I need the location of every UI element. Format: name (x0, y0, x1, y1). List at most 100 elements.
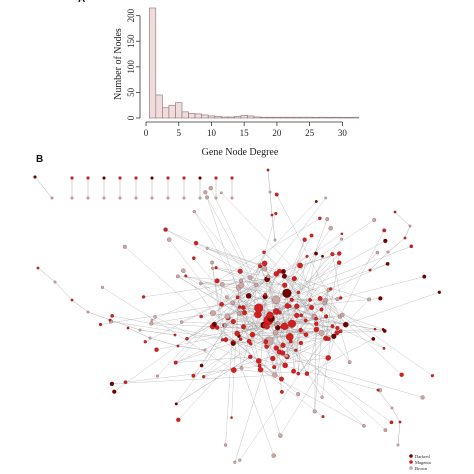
network-edge (276, 292, 440, 349)
network-edge (336, 330, 385, 333)
network-edge (227, 271, 284, 318)
network-node (378, 296, 383, 301)
network-node (272, 372, 278, 378)
network-edge (394, 211, 411, 227)
network-node (281, 273, 287, 279)
network-node (375, 250, 380, 255)
network-edge (216, 267, 312, 308)
network-node (173, 360, 178, 365)
network-node (277, 310, 282, 315)
network-node (230, 416, 233, 419)
network-node (304, 371, 310, 376)
network-edge (249, 277, 307, 335)
network-node (386, 250, 390, 254)
network-node (430, 374, 434, 378)
network-node (298, 340, 304, 346)
x-tick-label: 5 (176, 128, 181, 138)
network-node (282, 282, 288, 288)
network-node (334, 330, 340, 336)
network-node (102, 196, 106, 200)
network-node (185, 336, 189, 341)
network-node (399, 372, 404, 377)
histogram-bars (148, 7, 360, 119)
network-node (192, 256, 196, 260)
network-edge (102, 287, 234, 371)
network-node (376, 388, 380, 392)
network-edge (143, 276, 285, 298)
network-node (53, 280, 57, 284)
network-node (324, 314, 329, 319)
histogram-bar (338, 117, 346, 119)
network-edge (260, 294, 266, 370)
network-node (279, 390, 284, 394)
network-node (223, 337, 229, 342)
network-node (50, 196, 54, 200)
network-node (155, 374, 159, 378)
network-edge (259, 266, 287, 328)
network-node (176, 344, 180, 348)
network-node (150, 196, 154, 200)
histogram-bar (345, 117, 353, 119)
network-edge (87, 311, 111, 321)
network-edge (203, 352, 283, 377)
network-node (257, 363, 262, 368)
network-node (223, 323, 228, 328)
network-edge (225, 339, 423, 398)
network-edge (214, 324, 282, 380)
network-edge (216, 284, 223, 328)
network-node (329, 287, 333, 291)
network-node (280, 350, 286, 356)
network-node (382, 228, 387, 233)
network-node (255, 358, 262, 364)
network-edge (391, 407, 401, 423)
network-edge (181, 273, 277, 323)
network-edge (221, 192, 340, 317)
network-node (340, 232, 344, 236)
network-edge (238, 313, 392, 423)
degree-histogram: 0 50 100 150 200 0 5 10 15 20 25 30 Number of Nodes… (113, 7, 360, 158)
network-edge (280, 357, 329, 436)
network-edge (110, 321, 251, 345)
histogram-bar (181, 111, 189, 119)
network-node (100, 285, 104, 289)
network-node (210, 260, 215, 265)
network-node (211, 266, 214, 270)
histogram-bar (292, 116, 301, 119)
network-node (294, 348, 298, 352)
network-node (199, 314, 203, 319)
network-node (270, 355, 276, 362)
network-node (303, 318, 308, 323)
network-node (335, 297, 340, 302)
network-node (86, 196, 90, 200)
network-node (318, 330, 325, 336)
network-node (314, 321, 319, 326)
network-edge (260, 369, 364, 427)
network-node (278, 433, 283, 438)
network-node (281, 269, 286, 274)
network-node (240, 305, 246, 310)
network-edge (240, 271, 269, 321)
histogram-bar (148, 7, 157, 119)
network-edge (217, 326, 285, 328)
histogram-bar (253, 116, 261, 119)
network-node (108, 318, 112, 322)
network-node (299, 313, 304, 318)
network-node (70, 176, 74, 180)
network-node (163, 227, 168, 232)
network-edge (151, 312, 213, 324)
network-edge (271, 239, 305, 319)
network-node (381, 328, 385, 331)
network-node (372, 218, 377, 222)
network-node (203, 190, 208, 195)
network-edge (296, 315, 299, 374)
network-edge (314, 333, 322, 412)
network-node (309, 305, 315, 311)
network-edge (241, 367, 274, 456)
network-node (396, 443, 400, 447)
network-edge (109, 319, 141, 331)
network-node (237, 305, 242, 309)
network-node (138, 328, 142, 332)
network-node (284, 303, 291, 309)
network-edge (248, 327, 338, 342)
network-edge (287, 240, 386, 295)
